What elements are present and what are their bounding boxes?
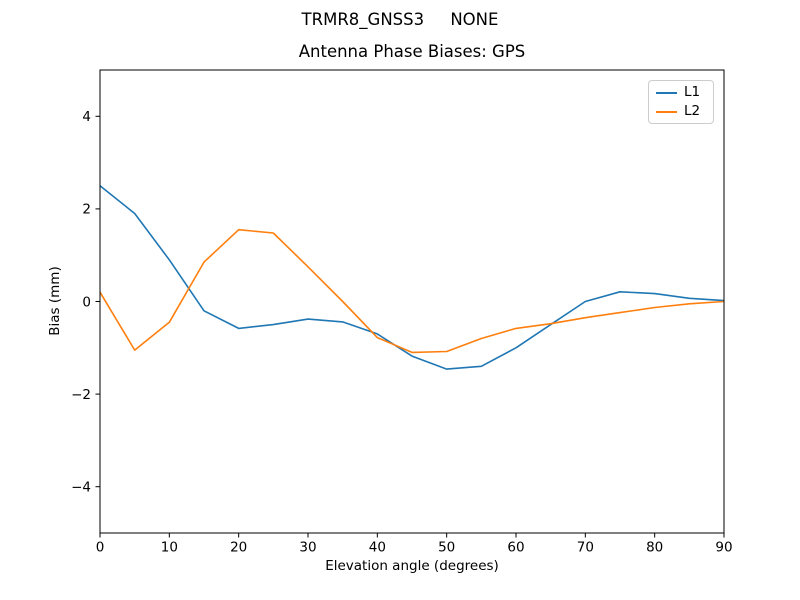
legend-item-l2: L2 xyxy=(656,104,713,119)
x-tick-label: 0 xyxy=(96,540,105,556)
legend-label-l1: L1 xyxy=(684,84,701,100)
y-tick-label: −2 xyxy=(71,387,91,403)
legend-label-l2: L2 xyxy=(684,103,701,119)
legend: L1 L2 xyxy=(648,80,714,124)
y-axis-label-container: Bias (mm) xyxy=(45,151,65,451)
x-tick-label: 20 xyxy=(230,540,247,556)
x-tick-label: 80 xyxy=(646,540,663,556)
x-axis-label: Elevation angle (degrees) xyxy=(325,558,499,574)
y-tick-label: 2 xyxy=(82,202,91,218)
x-tick-label: 10 xyxy=(161,540,178,556)
series-line-l1 xyxy=(99,185,725,370)
legend-line-sample-l2 xyxy=(656,110,677,113)
x-tick-label: 50 xyxy=(438,540,455,556)
y-tick-label: 4 xyxy=(82,109,91,125)
legend-line-sample-l1 xyxy=(656,91,677,94)
x-tick-label: 60 xyxy=(507,540,524,556)
x-tick-label: 90 xyxy=(715,540,732,556)
figure-suptitle: TRMR8_GNSS3 NONE xyxy=(301,10,499,29)
x-tick-label: 30 xyxy=(299,540,316,556)
x-tick-label: 70 xyxy=(577,540,594,556)
axes-title: Antenna Phase Biases: GPS xyxy=(298,42,526,61)
y-axis-label: Bias (mm) xyxy=(47,266,63,336)
axes-frame xyxy=(99,69,725,534)
series-line-l2 xyxy=(99,228,725,354)
x-tick-label: 40 xyxy=(369,540,386,556)
y-tick-label: −4 xyxy=(71,480,91,496)
y-tick-label: 0 xyxy=(82,294,91,310)
legend-item-l1: L1 xyxy=(656,85,713,100)
